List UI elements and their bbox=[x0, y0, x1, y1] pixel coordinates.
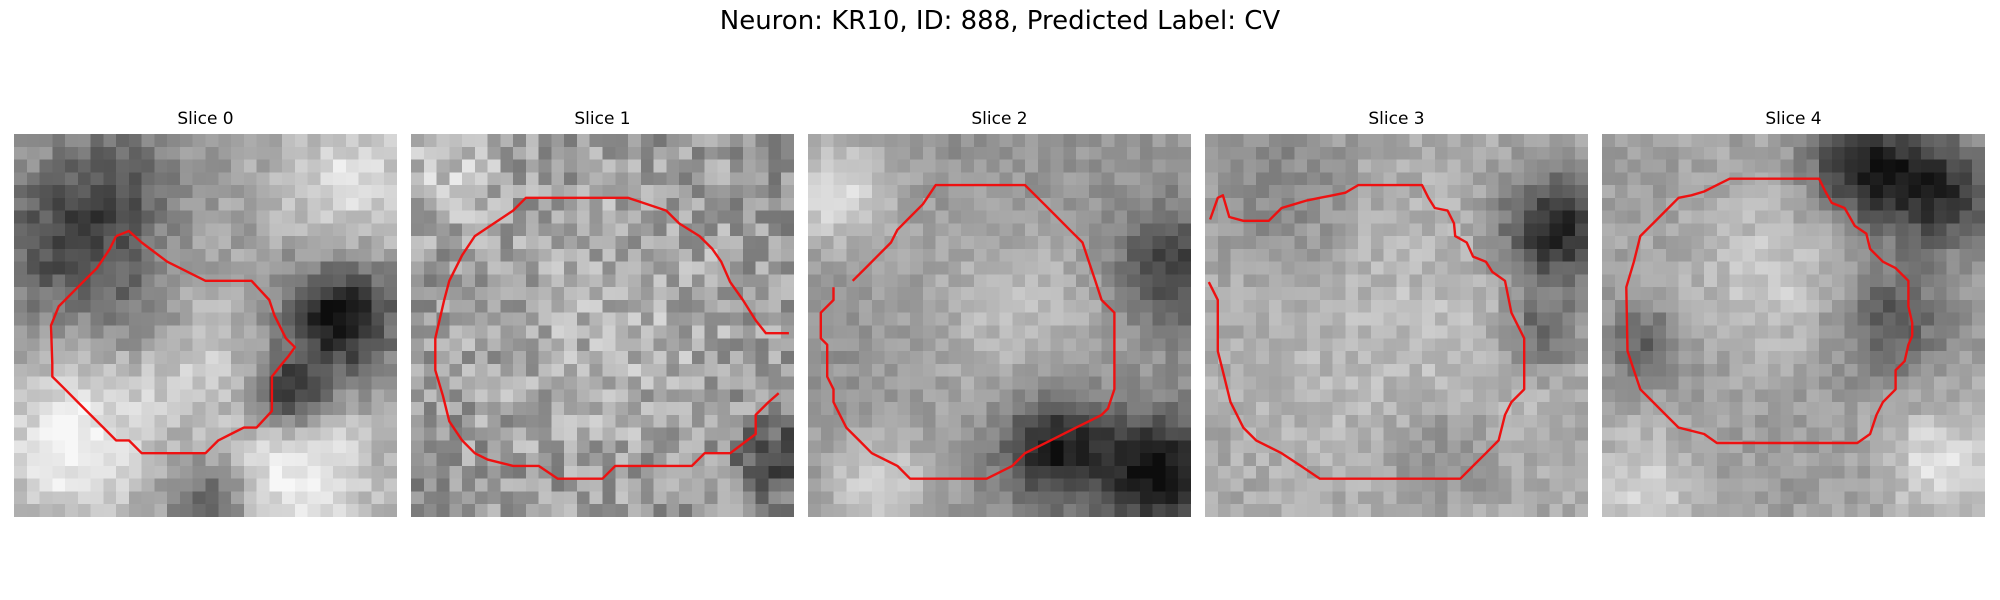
slice-image-0 bbox=[14, 134, 397, 517]
slice-image-2 bbox=[808, 134, 1191, 517]
slice-title-0: Slice 0 bbox=[177, 109, 234, 129]
slice-3-svg bbox=[1205, 134, 1588, 517]
roi-contour-0 bbox=[49, 229, 297, 455]
slice-image-3 bbox=[1205, 134, 1588, 517]
roi-contour-4 bbox=[1625, 177, 1914, 445]
slice-0-pixels bbox=[14, 134, 397, 517]
slice-2-svg bbox=[808, 134, 1191, 517]
slice-3-pixels bbox=[1205, 134, 1588, 517]
slice-panel-0: Slice 0 bbox=[14, 108, 397, 517]
slice-0-svg bbox=[14, 134, 397, 517]
slice-title-1: Slice 1 bbox=[574, 109, 631, 129]
slice-2-pixels bbox=[808, 134, 1191, 517]
slice-panel-4: Slice 4 bbox=[1602, 108, 1985, 517]
slice-title-3: Slice 3 bbox=[1368, 109, 1425, 129]
slice-1-pixels bbox=[411, 134, 794, 517]
slice-panel-2: Slice 2 bbox=[808, 108, 1191, 517]
slice-4-pixels bbox=[1602, 134, 1985, 517]
slice-title-2: Slice 2 bbox=[971, 109, 1028, 129]
slice-panel-3: Slice 3 bbox=[1205, 108, 1588, 517]
slice-1-svg bbox=[411, 134, 794, 517]
slice-4-svg bbox=[1602, 134, 1985, 517]
slice-panel-1: Slice 1 bbox=[411, 108, 794, 517]
roi-contour-1 bbox=[434, 196, 789, 480]
figure-title: Neuron: KR10, ID: 888, Predicted Label: … bbox=[719, 6, 1281, 36]
slice-image-4 bbox=[1602, 134, 1985, 517]
slice-title-4: Slice 4 bbox=[1765, 109, 1822, 129]
slice-image-1 bbox=[411, 134, 794, 517]
roi-contour-3 bbox=[1207, 183, 1526, 480]
roi-contour-2 bbox=[819, 183, 1116, 480]
